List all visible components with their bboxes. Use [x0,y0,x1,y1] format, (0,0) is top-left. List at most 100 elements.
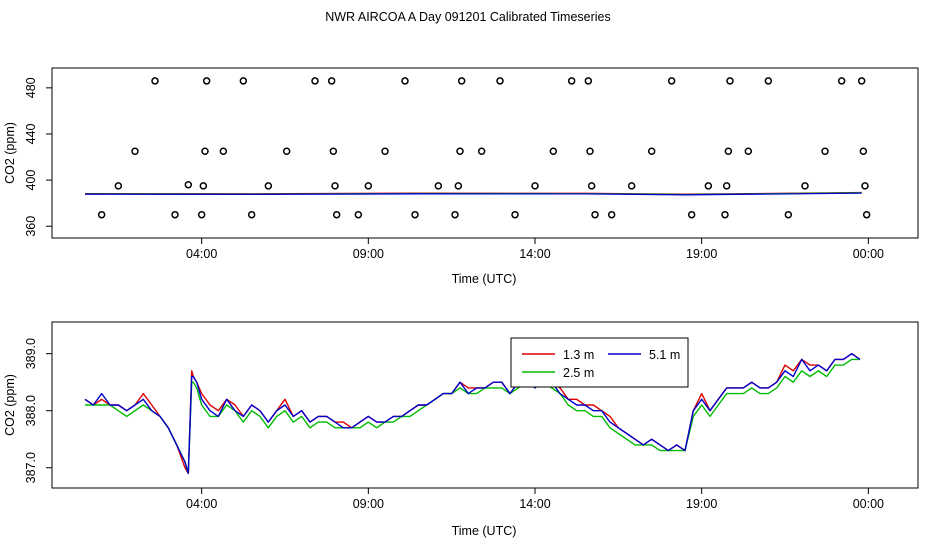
calibration-point [511,210,519,219]
x-tick-label: 14:00 [519,497,550,511]
calibration-point [454,182,463,190]
calibration-point [354,210,363,219]
calibration-point [401,77,409,85]
legend: 1.3 m 5.1 m 2.5 m [510,337,689,388]
calibration-point [859,147,868,156]
x-axis-ticks: 04:00 09:00 14:00 19:00 00:00 [186,238,884,261]
calibration-point [184,180,193,189]
calibration-point [627,182,636,190]
calibration-points [97,77,871,219]
y-tick-label: 388.0 [24,395,38,426]
x-tick-label: 09:00 [353,247,384,261]
y-tick-label: 480 [24,77,38,98]
calibration-point [764,77,773,85]
calibration-point [239,77,248,85]
calibration-point [197,210,206,219]
calibration-point [457,77,466,85]
legend-label-1-3m: 1.3 m [563,348,594,362]
calibration-point [327,77,336,85]
page-title: NWR AIRCOA A Day 091201 Calibrated Times… [325,10,611,24]
calibration-point [151,77,159,85]
timeseries-panel: 04:00 09:00 14:00 19:00 00:00 387.0 388.0 389.… [3,321,919,538]
calibration-point [219,147,228,156]
calibration-point [704,182,713,190]
calibration-point [726,77,734,85]
calibration-point [451,210,459,219]
calibration-point [862,210,871,219]
y-axis-ticks: 387.0 388.0 389.0 [24,338,52,483]
calibration-point [282,147,291,156]
calibration-point [591,210,599,219]
series-line-1-3-m [84,353,861,475]
calibration-point [687,210,696,219]
x-tick-label: 14:00 [519,247,550,261]
calibration-point [247,210,256,219]
y-axis-label: CO2 (ppm) [3,374,17,436]
series-line-5-1-m [84,353,861,475]
y-tick-label: 387.0 [24,452,38,483]
calibration-point [331,182,339,190]
calibration-point [531,182,539,190]
calibration-point [837,77,846,85]
x-axis-ticks: 04:00 09:00 14:00 19:00 00:00 [186,488,884,511]
calibration-point [857,77,866,85]
y-tick-label: 400 [24,170,38,191]
y-tick-label: 440 [24,123,38,144]
calibration-point [329,147,338,156]
x-tick-label: 19:00 [686,497,717,511]
legend-label-2-5m: 2.5 m [563,366,594,380]
calibration-point [264,182,273,190]
calibration-point [567,77,576,85]
calibration-point [587,182,596,190]
x-tick-label: 00:00 [853,247,884,261]
baseline-5-1m [84,192,862,196]
calibration-plot-frame [51,67,919,239]
calibration-point [784,210,793,219]
calibration-point [311,77,319,85]
calibration-point [364,182,373,190]
y-axis-label: CO2 (ppm) [3,122,17,184]
x-tick-label: 19:00 [686,247,717,261]
calibration-point [721,210,729,219]
calibration-point [722,182,731,190]
x-tick-label: 00:00 [853,497,884,511]
y-tick-label: 389.0 [24,338,38,369]
timeseries-plot-frame [51,321,919,489]
x-tick-label: 09:00 [353,497,384,511]
calibration-point [647,147,656,156]
y-axis-ticks: 360 400 440 480 [24,77,52,237]
calibration-point [496,77,504,85]
calibration-point [586,147,594,156]
legend-box [510,337,689,388]
calibration-point [381,147,389,156]
calibration-point [477,147,486,156]
calibration-point [114,182,123,190]
calibration-point [131,147,139,156]
calibration-point [97,210,106,219]
y-tick-label: 360 [24,216,38,237]
calibration-point [549,147,558,156]
calibration-baseline [84,191,862,196]
calibration-point [724,147,733,156]
calibration-point [861,182,869,190]
calibration-point [744,147,753,156]
calibration-point [332,210,341,219]
calibration-point [171,210,179,219]
x-axis-label: Time (UTC) [452,524,517,538]
x-tick-label: 04:00 [186,247,217,261]
calibration-point [434,182,443,190]
x-axis-label: Time (UTC) [452,272,517,286]
calibration-point [411,210,419,219]
calibration-point [801,182,809,190]
calibration-point [202,77,211,85]
legend-label-5-1m: 5.1 m [649,348,680,362]
calibration-point [667,77,676,85]
calibration-point [607,210,616,219]
x-tick-label: 04:00 [186,497,217,511]
series-line-2-5-m [85,358,860,475]
timeseries-lines [84,353,861,475]
calibration-point [456,147,464,156]
calibration-point [199,182,208,190]
calibration-point [201,147,209,156]
